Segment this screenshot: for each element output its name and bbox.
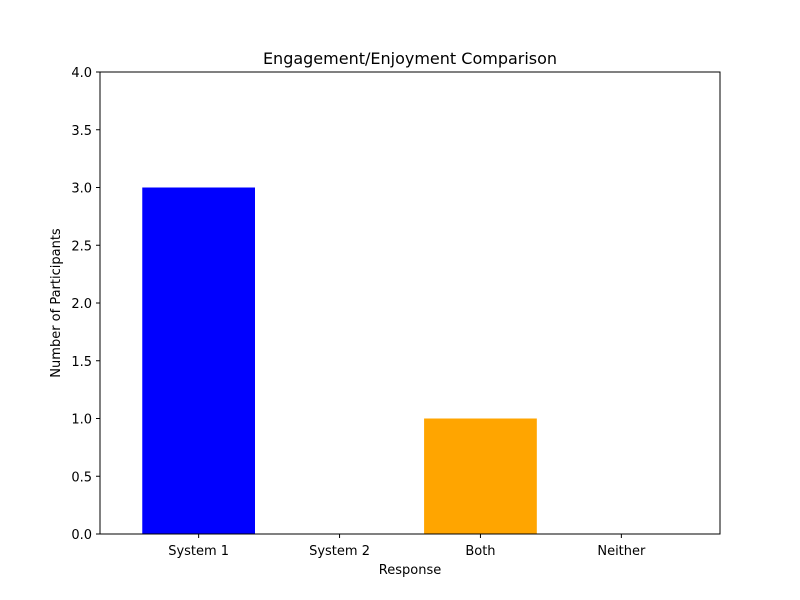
y-tick-label: 3.0 — [71, 182, 92, 197]
y-tick-label: 2.5 — [71, 239, 92, 254]
bars-group — [142, 187, 537, 534]
y-axis-ticks: 0.0 0.5 1.0 1.5 2.0 2.5 3.0 3.5 4.0 — [71, 66, 100, 543]
x-tick-label: System 1 — [168, 544, 229, 559]
bar-both — [424, 418, 537, 534]
chart-title: Engagement/Enjoyment Comparison — [263, 49, 557, 68]
x-axis-ticks: System 1 System 2 Both Neither — [168, 534, 646, 559]
y-tick-label: 1.0 — [71, 413, 92, 428]
y-tick-label: 1.5 — [71, 355, 92, 370]
x-tick-label: Neither — [597, 544, 646, 559]
x-axis-label: Response — [379, 563, 441, 578]
x-tick-label: System 2 — [309, 544, 370, 559]
bar-system-1 — [142, 187, 255, 534]
y-tick-label: 3.5 — [71, 124, 92, 139]
y-axis-label: Number of Participants — [49, 228, 64, 378]
y-tick-label: 4.0 — [71, 66, 92, 81]
y-tick-label: 2.0 — [71, 297, 92, 312]
plot-frame — [99, 71, 721, 535]
y-tick-label: 0.0 — [71, 528, 92, 543]
x-tick-label: Both — [465, 544, 495, 559]
y-tick-label: 0.5 — [71, 470, 92, 485]
